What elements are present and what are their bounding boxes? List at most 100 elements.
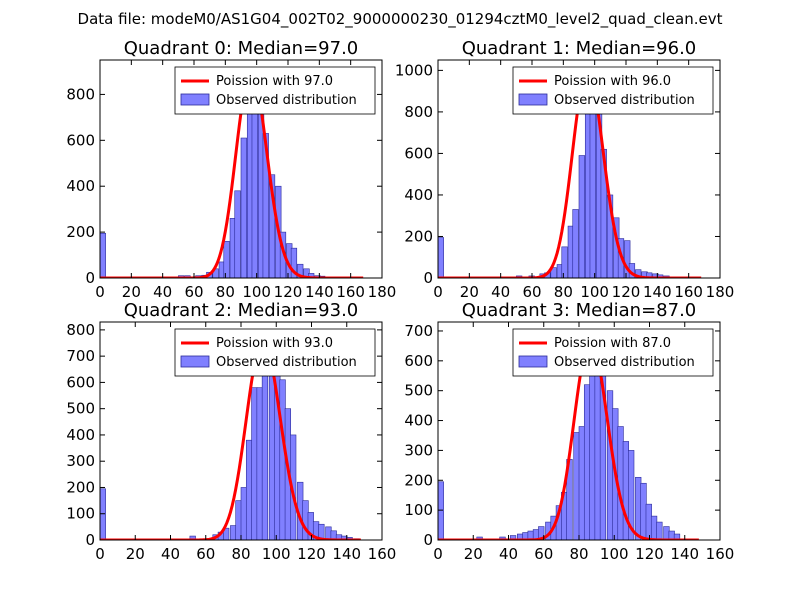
histogram-bar: [583, 384, 591, 540]
y-tick-label: 400: [66, 177, 95, 195]
legend-label-poisson: Poission with 87.0: [554, 336, 671, 351]
histogram-bar: [279, 379, 286, 540]
histogram-bar: [240, 487, 247, 540]
y-tick-label: 800: [404, 103, 433, 121]
histogram-bar: [268, 174, 276, 278]
x-tick-label: 100: [580, 283, 609, 301]
legend-patch-swatch: [518, 93, 548, 106]
histogram-bar: [572, 209, 579, 278]
histogram-bar: [578, 155, 585, 278]
x-tick-label: 20: [460, 283, 479, 301]
x-tick-label: 140: [305, 283, 334, 301]
legend-label-observed: Observed distribution: [554, 355, 695, 370]
x-tick-label: 0: [95, 545, 105, 563]
histogram-bar: [100, 232, 106, 278]
histogram-bar: [251, 387, 258, 540]
legend: Poission with 97.0 Observed distribution: [174, 66, 376, 115]
x-tick-label: 20: [126, 545, 145, 563]
x-tick-label: 60: [184, 283, 203, 301]
histogram-bar: [538, 526, 545, 540]
y-tick-label: 200: [66, 223, 95, 241]
histogram-bar: [245, 439, 253, 540]
x-tick-label: 100: [242, 283, 271, 301]
panel-quadrant-3: Quadrant 3: Median=87.0 0 20 40 60 80 100 120 14…: [404, 300, 734, 563]
x-tick-label: 40: [491, 283, 510, 301]
histogram-bar: [261, 366, 269, 540]
y-tick-label: 700: [66, 347, 95, 365]
x-tick-label: 140: [332, 545, 361, 563]
histogram-bar: [606, 390, 614, 540]
legend-label-poisson: Poission with 93.0: [216, 336, 333, 351]
panel-title: Quadrant 3: Median=87.0: [462, 300, 697, 321]
legend-patch-swatch: [518, 355, 548, 368]
legend: Poission with 87.0 Observed distribution: [512, 328, 714, 377]
y-tick-label: 200: [404, 471, 433, 489]
plot-frame: [437, 59, 721, 279]
histogram-bar: [640, 482, 647, 540]
legend-label-observed: Observed distribution: [216, 355, 357, 370]
x-tick-label: 80: [231, 545, 250, 563]
legend-label-poisson: Poission with 96.0: [554, 74, 671, 89]
x-tick-label: 160: [368, 545, 397, 563]
x-tick-label: 40: [499, 545, 518, 563]
histogram-bar: [223, 240, 230, 278]
x-tick-label: 140: [643, 283, 672, 301]
legend-patch-swatch: [180, 355, 210, 368]
histogram-bar: [561, 246, 568, 278]
histogram-bar: [645, 503, 652, 540]
x-tick-label: 60: [196, 545, 215, 563]
y-tick-label: 0: [423, 531, 433, 549]
y-tick-label: 400: [404, 186, 433, 204]
histogram-bar: [240, 137, 247, 278]
histogram-bar: [223, 527, 230, 540]
y-tick-label: 600: [66, 131, 95, 149]
legend-patch-swatch: [180, 93, 210, 106]
y-tick-label: 100: [66, 505, 95, 523]
histogram-bar: [235, 500, 242, 540]
legend: Poission with 93.0 Observed distribution: [174, 328, 376, 377]
x-tick-label: 120: [274, 283, 303, 301]
histogram-bar: [509, 535, 517, 540]
x-tick-label: 100: [600, 545, 629, 563]
y-tick-label: 600: [404, 352, 433, 370]
histogram-bar: [650, 515, 658, 540]
histogram-bar: [290, 247, 298, 278]
x-tick-label: 80: [554, 283, 573, 301]
y-tick-label: 600: [66, 373, 95, 391]
histogram-bar: [673, 533, 681, 540]
y-tick-label: 0: [85, 269, 95, 287]
x-tick-label: 120: [612, 283, 641, 301]
x-tick-label: 40: [161, 545, 180, 563]
x-tick-label: 80: [569, 545, 588, 563]
x-tick-label: 60: [534, 545, 553, 563]
x-tick-label: 0: [433, 283, 443, 301]
panel-quadrant-2: Quadrant 2: Median=93.0 0 20 40 60 80 100 120 14…: [66, 300, 396, 563]
legend-frame: [174, 66, 376, 115]
x-tick-label: 160: [706, 545, 735, 563]
legend-frame: [512, 328, 714, 377]
histogram-bar: [234, 190, 241, 278]
x-tick-label: 40: [153, 283, 172, 301]
y-tick-label: 800: [66, 321, 95, 339]
poisson-curve: [100, 338, 361, 540]
y-tick-label: 400: [66, 426, 95, 444]
x-tick-label: 0: [95, 283, 105, 301]
histogram-bar: [663, 526, 670, 540]
histogram-bar: [230, 525, 237, 540]
histogram-bar: [302, 500, 309, 540]
histogram-bar: [624, 240, 631, 278]
x-tick-label: 60: [522, 283, 541, 301]
x-tick-label: 140: [670, 545, 699, 563]
figure-suptitle: Data file: modeM0/AS1G04_002T02_90000002…: [78, 10, 723, 29]
x-tick-label: 20: [464, 545, 483, 563]
x-tick-label: 160: [674, 283, 703, 301]
x-tick-label: 80: [216, 283, 235, 301]
x-tick-label: 120: [297, 545, 326, 563]
y-tick-label: 0: [423, 269, 433, 287]
legend-label-poisson: Poission with 97.0: [216, 74, 333, 89]
y-tick-label: 400: [404, 412, 433, 430]
y-tick-label: 0: [85, 531, 95, 549]
y-tick-label: 100: [404, 501, 433, 519]
y-tick-label: 800: [66, 85, 95, 103]
x-tick-label: 120: [635, 545, 664, 563]
